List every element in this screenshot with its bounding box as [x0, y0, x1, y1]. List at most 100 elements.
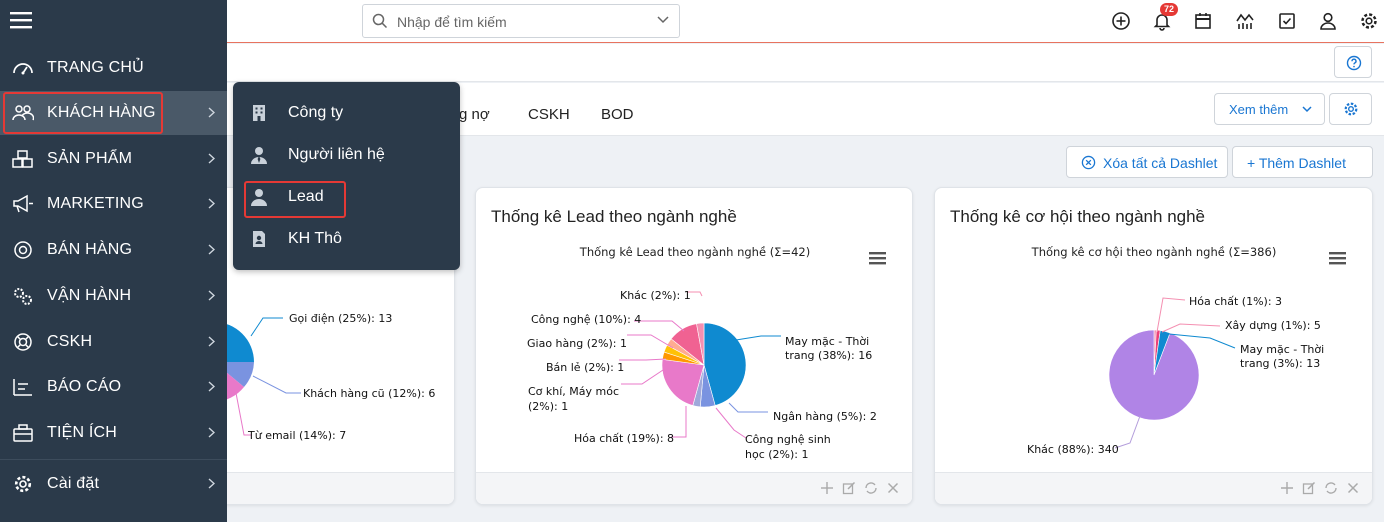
pie-slice-kh-c[interactable] — [696, 322, 705, 366]
sidebar-item-cskh[interactable]: CSKH — [0, 320, 227, 364]
label-ngan-hang: Ngân hàng (5%): 2 — [773, 410, 877, 423]
card-footer — [476, 472, 912, 504]
lead-pie-chart: Thống kê Lead theo ngành nghề (Σ=42) Khá… — [527, 245, 886, 461]
chevron-right-icon — [208, 244, 215, 255]
label-may-mac-2: trang (3%): 13 — [1240, 357, 1320, 370]
chart-menu-icon[interactable] — [869, 252, 886, 265]
card-title: Thống kê Lead theo ngành nghề — [491, 207, 737, 226]
opp-pie — [1108, 329, 1200, 421]
label-goi-dien: Gọi điện (25%): 13 — [289, 312, 392, 325]
hamburger-icon[interactable] — [10, 10, 32, 30]
label-tu-email: Từ email (14%): 7 — [247, 429, 346, 442]
lead-leader-lines — [619, 291, 781, 439]
settings-gear-icon[interactable] — [1359, 11, 1379, 31]
sidebar-item-bao-cao[interactable]: BÁO CÁO — [0, 365, 227, 409]
sidebar-item-ban-hang[interactable]: BÁN HÀNG — [0, 228, 227, 272]
sidebar-item-label: KHÁCH HÀNG — [47, 104, 156, 121]
chevron-right-icon — [208, 427, 215, 438]
leader-line — [235, 392, 251, 436]
boxes-icon — [12, 150, 33, 168]
sidebar-item-cai-dat[interactable]: Cài đặt — [0, 462, 227, 506]
move-icon[interactable] — [820, 481, 834, 495]
help-button[interactable] — [1334, 46, 1372, 78]
analytics-icon[interactable] — [1235, 11, 1255, 31]
sidebar-item-marketing[interactable]: MARKETING — [0, 182, 227, 226]
label-hoa-chat: Hóa chất (1%): 3 — [1189, 295, 1282, 308]
dashlet-opportunity: Thống kê cơ hội theo ngành nghề Thống kê… — [934, 187, 1373, 505]
users-icon — [12, 105, 34, 121]
card-footer — [191, 472, 454, 504]
chevron-down-icon — [1302, 106, 1312, 113]
add-dashlet-button[interactable]: + Thêm Dashlet — [1232, 146, 1373, 178]
sidebar-item-trang-chu[interactable]: TRANG CHỦ — [0, 46, 227, 90]
edit-icon[interactable] — [842, 481, 856, 495]
sidebar-item-san-pham[interactable]: SẢN PHẨM — [0, 137, 227, 181]
move-icon[interactable] — [1280, 481, 1294, 495]
target-icon — [14, 241, 32, 259]
label-may-mac: May mặc - Thời — [785, 335, 869, 348]
question-icon — [1346, 55, 1362, 71]
leader-line — [252, 375, 301, 394]
label-xay-dung: Xây dựng (1%): 5 — [1225, 319, 1321, 332]
submenu-item-cong-ty[interactable]: Công ty — [233, 93, 460, 133]
pie-slice-kh-c[interactable] — [1108, 329, 1200, 421]
lifebuoy-icon — [14, 333, 32, 351]
chart-title: Thống kê Lead theo ngành nghề (Σ=42) — [579, 245, 810, 259]
edit-icon[interactable] — [1302, 481, 1316, 495]
card-title: Thống kê cơ hội theo ngành nghề — [950, 207, 1206, 226]
label-cn-sinh-hoc-2: học (2%): 1 — [745, 448, 808, 461]
sidebar-item-tien-ich[interactable]: TIỆN ÍCH — [0, 411, 227, 455]
sidebar-item-label: TIỆN ÍCH — [47, 424, 118, 441]
lead-pie — [661, 322, 747, 408]
label-khac: Khác (88%): 340 — [1027, 443, 1119, 456]
gear-icon — [14, 475, 32, 493]
close-icon[interactable] — [1346, 481, 1360, 495]
task-check-icon[interactable] — [1277, 11, 1297, 31]
leader-line — [250, 317, 283, 337]
label-co-khi-2: (2%): 1 — [528, 400, 568, 413]
close-icon[interactable] — [886, 481, 900, 495]
calendar-icon[interactable] — [1193, 11, 1213, 31]
pie-slice-h-a-ch-t[interactable] — [661, 359, 705, 406]
highlight-box — [3, 92, 163, 134]
label-may-mac: May mặc - Thời — [1240, 343, 1324, 356]
clear-all-dashlets-button[interactable]: Xóa tất cả Dashlet — [1066, 146, 1228, 178]
tab-cong-no[interactable]: g nợ — [459, 106, 490, 123]
add-circle-icon[interactable] — [1111, 11, 1131, 31]
sidebar-item-van-hanh[interactable]: VẬN HÀNH — [0, 274, 227, 318]
search-input[interactable]: Nhập để tìm kiếm — [397, 14, 507, 30]
search-icon — [372, 13, 388, 29]
chevron-down-icon[interactable] — [657, 16, 669, 24]
notification-badge: 72 — [1160, 3, 1179, 16]
label-cong-nghe: Công nghệ (10%): 4 — [531, 313, 641, 326]
pie-slice-may-m-c-th-i-trang[interactable] — [703, 322, 747, 406]
report-icon — [13, 379, 32, 396]
chart-menu-icon[interactable] — [1329, 252, 1346, 265]
refresh-icon[interactable] — [864, 481, 878, 495]
id-card-icon — [253, 231, 265, 247]
user-icon[interactable] — [1318, 11, 1338, 31]
sidebar-item-label: VẬN HÀNH — [47, 287, 132, 304]
person-icon — [251, 189, 267, 206]
sidebar-item-label: SẢN PHẨM — [47, 150, 133, 167]
more-dropdown-button[interactable]: Xem thêm — [1214, 93, 1325, 125]
tab-bod[interactable]: BOD — [601, 106, 634, 123]
tab-cskh[interactable]: CSKH — [528, 106, 570, 123]
chevron-right-icon — [208, 290, 215, 301]
submenu-item-kh-tho[interactable]: KH Thô — [233, 219, 460, 259]
close-circle-icon — [1081, 155, 1096, 170]
refresh-icon[interactable] — [1324, 481, 1338, 495]
dashboard-settings-button[interactable] — [1329, 93, 1372, 125]
submenu-label: KH Thô — [288, 230, 342, 247]
submenu-item-nguoi-lien-he[interactable]: Người liên hệ — [233, 135, 460, 175]
chevron-right-icon — [208, 336, 215, 347]
building-icon — [253, 105, 265, 121]
megaphone-icon — [13, 194, 33, 213]
sidebar-item-khach-hang[interactable]: KHÁCH HÀNG — [0, 91, 227, 135]
search-box[interactable]: Nhập để tìm kiếm — [362, 4, 680, 38]
submenu-item-lead[interactable]: Lead — [233, 177, 460, 217]
label-khac: Khác (2%): 1 — [620, 289, 691, 302]
gears-icon — [14, 288, 32, 305]
dashlet-lead: Thống kê Lead theo ngành nghề Thống kê L… — [475, 187, 913, 505]
label-giao-hang: Giao hàng (2%): 1 — [527, 337, 627, 350]
